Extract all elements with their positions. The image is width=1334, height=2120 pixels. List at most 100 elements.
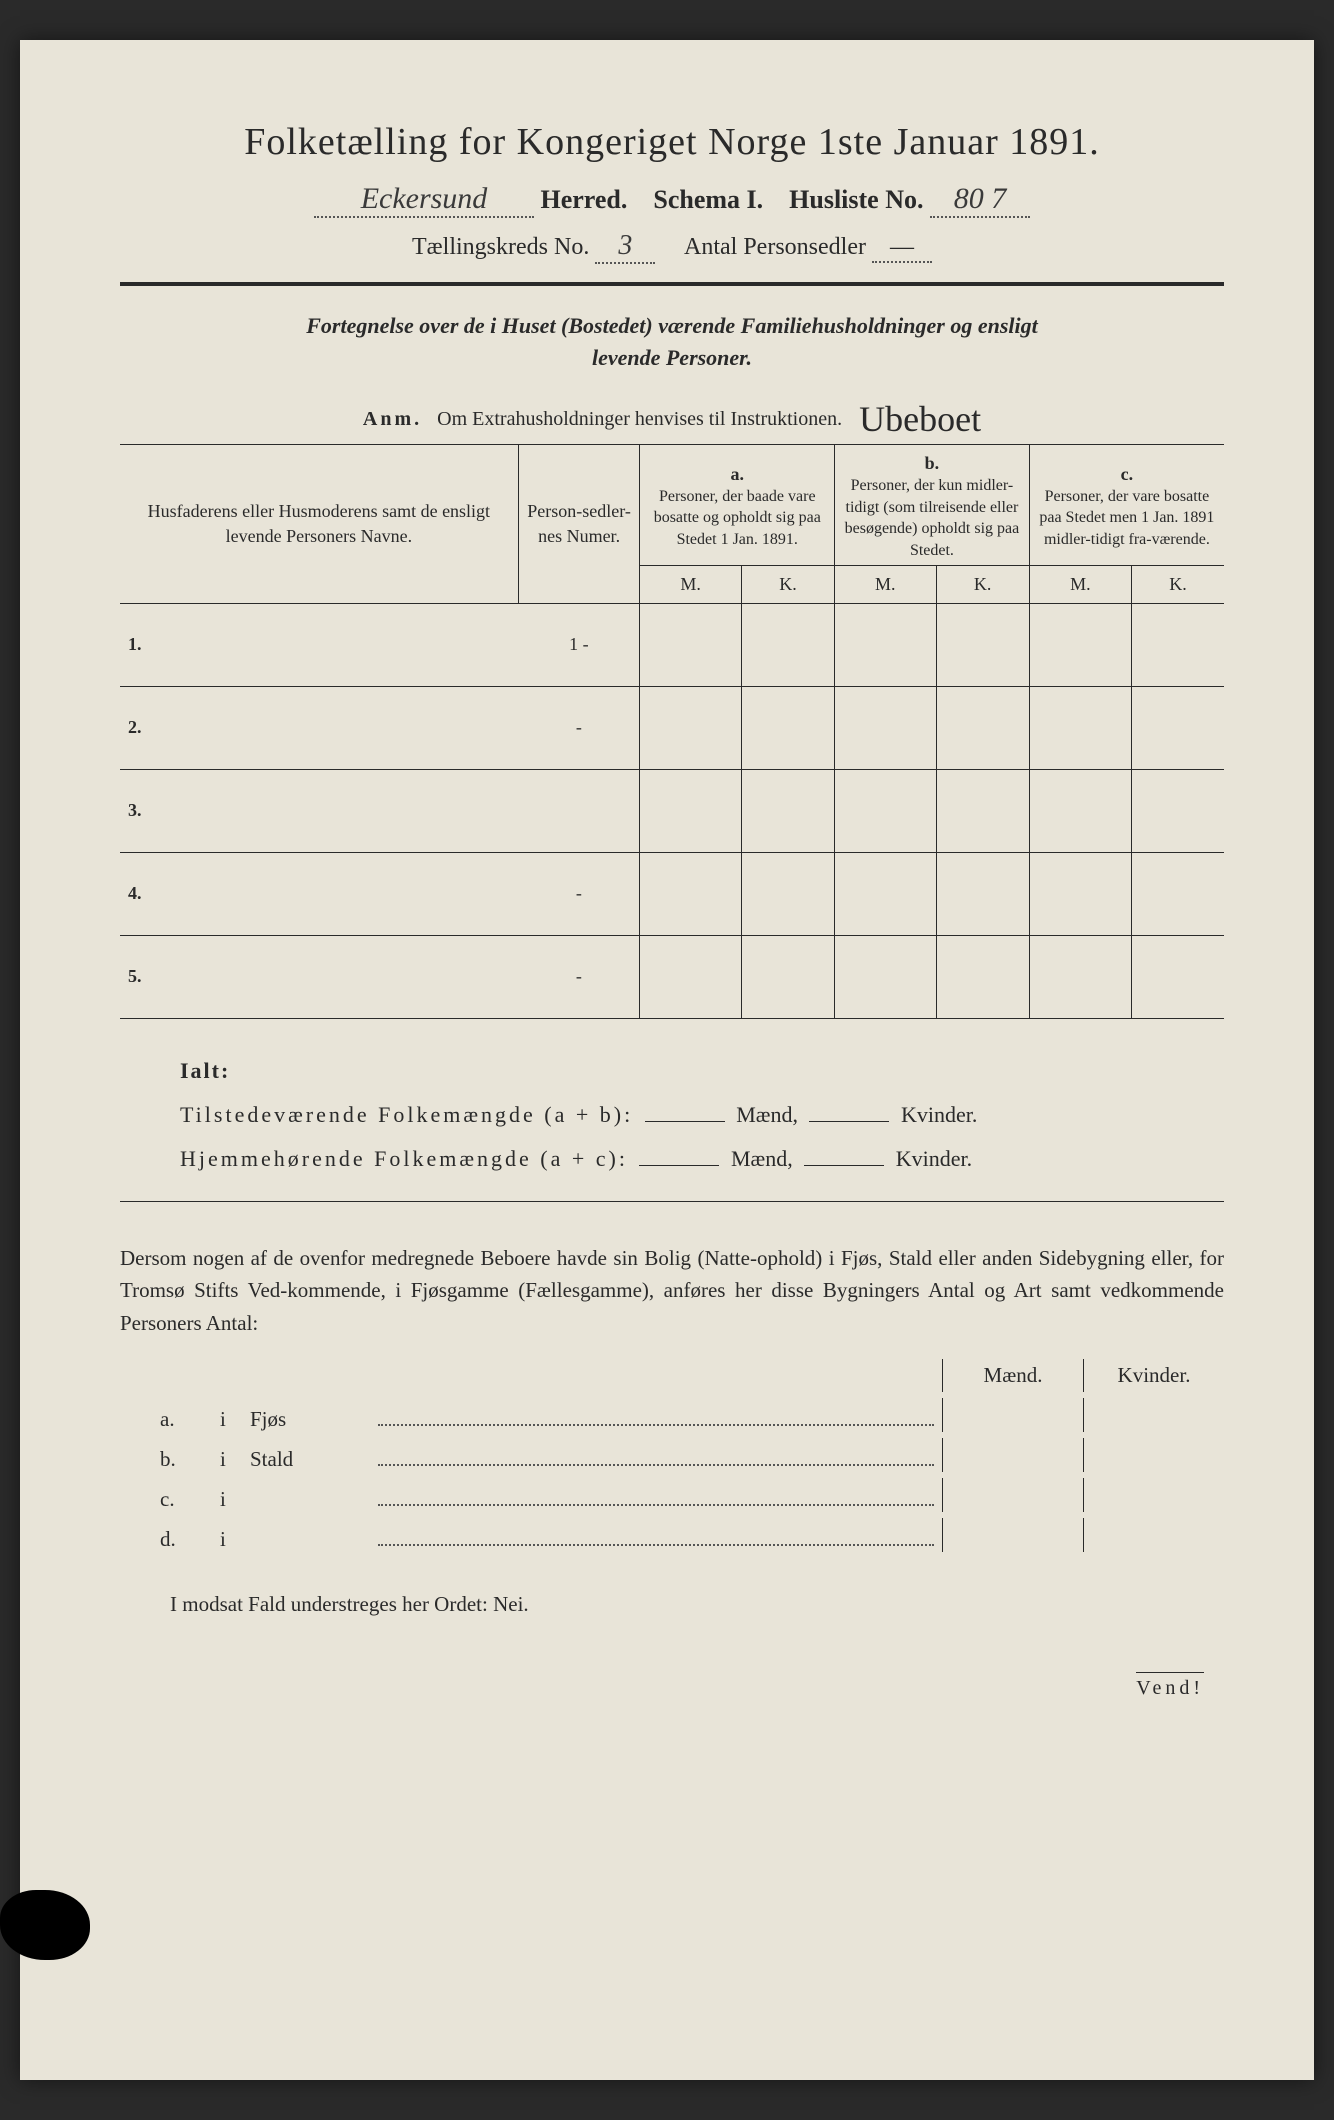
maend-label2: Mænd, <box>731 1146 793 1171</box>
dots <box>378 1544 934 1546</box>
cell <box>741 852 834 935</box>
kvinder-cell <box>1083 1438 1224 1472</box>
mk-header: Mænd. Kvinder. <box>160 1359 1224 1392</box>
vend-text: Vend! <box>1136 1672 1204 1699</box>
building-i: i <box>220 1487 250 1512</box>
census-table: Husfaderens eller Husmoderens samt de en… <box>120 444 1224 1018</box>
fill-kvinder-ab <box>809 1121 889 1122</box>
kvinder-cell <box>1083 1518 1224 1552</box>
building-row: a. i Fjøs <box>160 1398 1224 1432</box>
building-letter: d. <box>160 1527 220 1552</box>
building-name: Stald <box>250 1447 370 1472</box>
col-c-k: K. <box>1131 566 1224 603</box>
kreds-line: Tællingskreds No. 3 Antal Personsedler — <box>120 230 1224 264</box>
table-row: 4. - <box>120 852 1224 935</box>
row-personnum <box>518 769 640 852</box>
col-c-m: M. <box>1029 566 1131 603</box>
building-letter: b. <box>160 1447 220 1472</box>
maend-cell <box>942 1438 1083 1472</box>
total-present-label: Tilstedeværende Folkemængde (a + b): <box>180 1102 633 1127</box>
cell <box>1029 935 1131 1018</box>
cell <box>936 769 1029 852</box>
row-personnum: - <box>518 686 640 769</box>
col-header-names-text: Husfaderens eller Husmoderens samt de en… <box>148 501 490 545</box>
census-form-page: Folketælling for Kongeriget Norge 1ste J… <box>20 40 1314 2080</box>
cell <box>1131 935 1224 1018</box>
building-i: i <box>220 1407 250 1432</box>
table-bottom-rule <box>120 1018 1224 1019</box>
fortegnelse-line2: levende Personer. <box>120 342 1224 374</box>
col-a-m: M. <box>640 566 741 603</box>
totals-block: Ialt: Tilstedeværende Folkemængde (a + b… <box>180 1049 1224 1181</box>
col-a-k: K. <box>741 566 834 603</box>
col-header-c: c. Personer, der vare bosatte paa Stedet… <box>1029 444 1224 561</box>
cell <box>741 686 834 769</box>
kvinder-cell <box>1083 1478 1224 1512</box>
cell <box>640 935 741 1018</box>
col-header-number: Person-sedler-nes Numer. <box>518 444 640 603</box>
ink-blot <box>0 1890 90 1960</box>
maend-cell <box>942 1398 1083 1432</box>
divider-top <box>120 282 1224 286</box>
cell <box>835 852 936 935</box>
table-row: 1. 1 - <box>120 603 1224 686</box>
anm-handwritten: Ubeboet <box>859 398 981 440</box>
dots <box>378 1464 934 1466</box>
cell <box>1029 686 1131 769</box>
cell <box>640 603 741 686</box>
cell <box>835 769 936 852</box>
maend-cell <box>942 1518 1083 1552</box>
row-personnum: - <box>518 852 640 935</box>
row-number: 3. <box>120 769 518 852</box>
cell <box>936 935 1029 1018</box>
col-header-a: a. Personer, der baade vare bosatte og o… <box>640 444 835 561</box>
cell <box>1029 852 1131 935</box>
building-i: i <box>220 1447 250 1472</box>
building-row: b. i Stald <box>160 1438 1224 1472</box>
building-row: c. i <box>160 1478 1224 1512</box>
cell <box>835 935 936 1018</box>
cell <box>1131 686 1224 769</box>
table-row: 3. <box>120 769 1224 852</box>
dots <box>378 1504 934 1506</box>
fortegnelse-heading: Fortegnelse over de i Huset (Bostedet) v… <box>120 310 1224 374</box>
fill-maend-ac <box>639 1165 719 1166</box>
col-c-letter: c. <box>1038 462 1216 486</box>
cell <box>640 769 741 852</box>
antal-label: Antal Personsedler <box>684 234 866 260</box>
total-resident-label: Hjemmehørende Folkemængde (a + c): <box>180 1146 628 1171</box>
fill-kvinder-ac <box>804 1165 884 1166</box>
dots <box>378 1424 934 1426</box>
cell <box>1029 769 1131 852</box>
maend-cell <box>942 1478 1083 1512</box>
cell <box>1131 852 1224 935</box>
building-block: Mænd. Kvinder. a. i Fjøs b. i Stald c. i <box>160 1359 1224 1552</box>
husliste-value: 80 7 <box>930 182 1030 218</box>
fortegnelse-line1: Fortegnelse over de i Huset (Bostedet) v… <box>120 310 1224 342</box>
building-row: d. i <box>160 1518 1224 1552</box>
cell <box>640 686 741 769</box>
row-personnum: 1 - <box>518 603 640 686</box>
anm-text: Om Extrahusholdninger henvises til Instr… <box>437 408 842 430</box>
anm-line: Anm. Om Extrahusholdninger henvises til … <box>120 392 1224 434</box>
total-present-line: Tilstedeværende Folkemængde (a + b): Mæn… <box>180 1093 1224 1137</box>
row-number: 5. <box>120 935 518 1018</box>
herred-line: Eckersund Herred. Schema I. Husliste No.… <box>120 182 1224 218</box>
total-resident-line: Hjemmehørende Folkemængde (a + c): Mænd,… <box>180 1137 1224 1181</box>
turn-over: Vend! <box>120 1677 1224 1700</box>
cell <box>835 603 936 686</box>
cell <box>936 686 1029 769</box>
kvinder-col-header: Kvinder. <box>1083 1359 1224 1392</box>
husliste-label: Husliste No. <box>789 185 923 214</box>
cell <box>936 603 1029 686</box>
cell <box>741 935 834 1018</box>
kreds-value: 3 <box>595 230 655 264</box>
col-c-text: Personer, der vare bosatte paa Stedet me… <box>1038 486 1216 551</box>
cell <box>640 852 741 935</box>
fill-maend-ab <box>645 1121 725 1122</box>
cell <box>1029 603 1131 686</box>
col-header-names: Husfaderens eller Husmoderens samt de en… <box>120 444 518 603</box>
row-number: 2. <box>120 686 518 769</box>
maend-label: Mænd, <box>736 1102 798 1127</box>
cell <box>741 769 834 852</box>
